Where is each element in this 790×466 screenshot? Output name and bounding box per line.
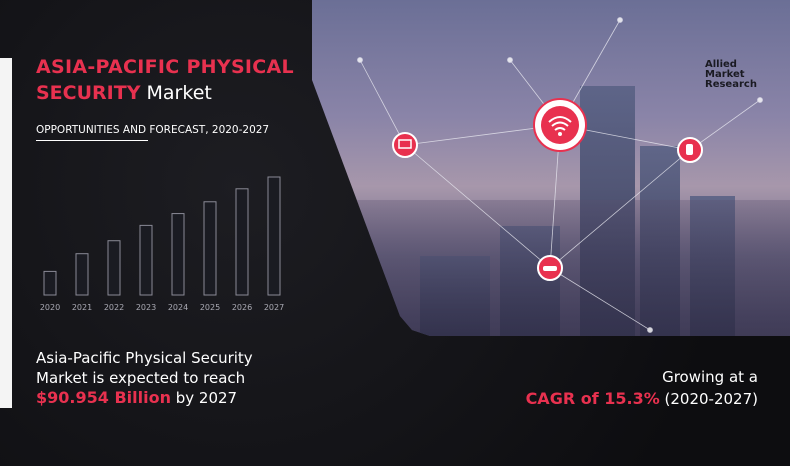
growth-info: Growing at a CAGR of 15.3% (2020-2027) — [526, 366, 758, 410]
cagr-value: CAGR of 15.3% — [525, 389, 660, 408]
title-market: Market — [146, 82, 212, 104]
subtitle-underline — [36, 140, 148, 141]
tick-label-2025: 2025 — [200, 303, 220, 312]
growth-period: (2020-2027) — [664, 390, 758, 408]
wifi-icon — [533, 98, 587, 152]
left-accent-bar — [0, 58, 12, 408]
bar-chart: 2020 2021 2022 2023 2024 2025 2026 2027 — [40, 176, 284, 312]
car-icon — [537, 255, 563, 281]
subtitle: OPPORTUNITIES AND FORECAST, 2020-2027 — [36, 124, 270, 136]
description-line-1: Asia-Pacific Physical Security — [36, 349, 253, 367]
bar-2025 — [203, 201, 217, 296]
tick-label-2022: 2022 — [104, 303, 124, 312]
tick-label-2023: 2023 — [136, 303, 156, 312]
market-description: Asia-Pacific Physical Security Market is… — [36, 348, 253, 408]
bar-2021 — [75, 253, 89, 296]
bar-2026 — [235, 188, 249, 296]
description-line-2: Market is expected to reach — [36, 369, 246, 387]
bar-2027 — [267, 176, 281, 296]
tick-label-2020: 2020 — [40, 303, 60, 312]
tick-label-2027: 2027 — [264, 303, 284, 312]
bar-2020 — [43, 270, 57, 296]
bar-2024 — [171, 213, 185, 296]
bar-2023 — [139, 224, 153, 296]
allied-market-research-logo: Allied Market Research — [705, 59, 757, 90]
title-line-2: SECURITY Market — [36, 82, 212, 104]
tick-label-2021: 2021 — [72, 303, 92, 312]
hand-touch-icon — [677, 137, 703, 163]
description-suffix: by 2027 — [175, 389, 238, 407]
title-highlight: SECURITY — [36, 82, 141, 104]
bar-2022 — [107, 240, 121, 296]
laptop-icon — [392, 132, 418, 158]
tick-label-2026: 2026 — [232, 303, 252, 312]
market-value: $90.954 Billion — [36, 388, 171, 407]
title-line-1: ASIA-PACIFIC PHYSICAL — [36, 56, 294, 78]
growth-line-1: Growing at a — [662, 368, 758, 386]
tick-label-2024: 2024 — [168, 303, 188, 312]
